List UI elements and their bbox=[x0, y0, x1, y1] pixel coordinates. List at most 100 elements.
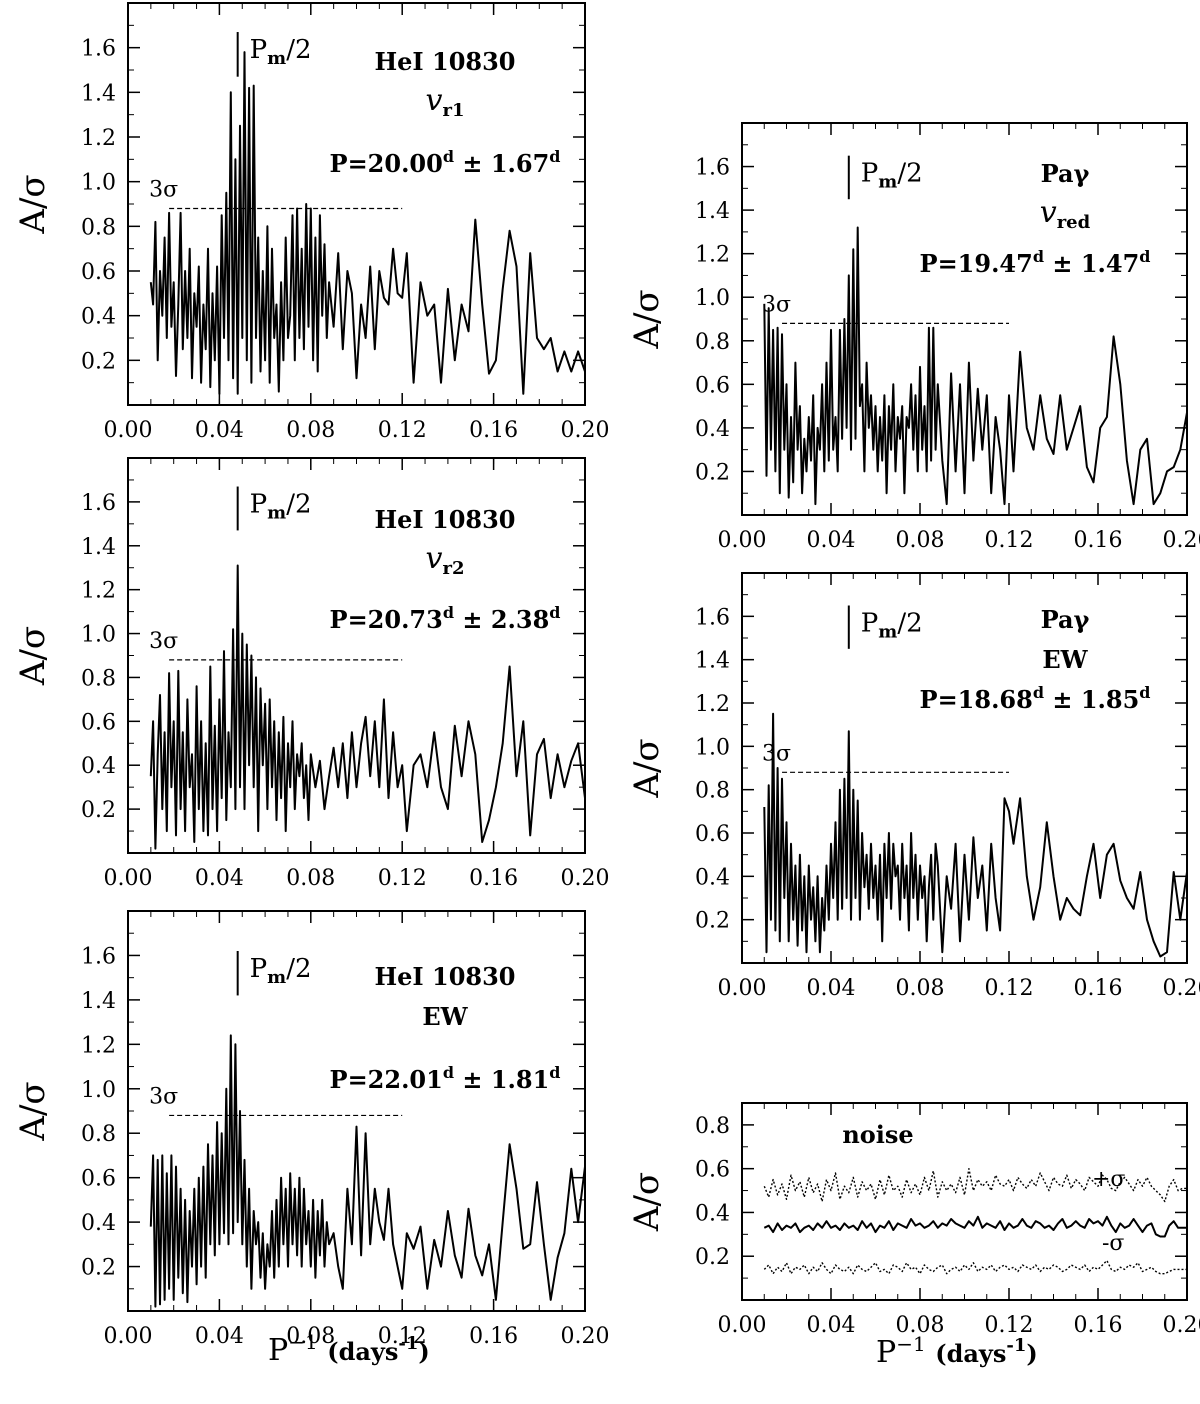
y-tick-label: 0.6 bbox=[695, 373, 730, 398]
panel-title: HeI 10830 bbox=[374, 962, 515, 991]
series-line-amplitude bbox=[149, 1034, 586, 1308]
period-annotation: P=20.73d ± 2.38d bbox=[330, 603, 561, 634]
x-tick-label: 0.08 bbox=[896, 1313, 945, 1338]
plus-sigma-label: +σ bbox=[1092, 1167, 1125, 1192]
period-annotation: P=20.00d ± 1.67d bbox=[330, 147, 561, 178]
panel-hei_vr2: 0.00 0.04 0.08 0.12 0.16 0.20 0.2 0.4 0.6 0.8 1.0 1… bbox=[13, 457, 610, 891]
pm-half-label: Pm/2 bbox=[250, 954, 312, 988]
y-tick-label: 0.6 bbox=[81, 710, 116, 735]
x-tick-label: 0.00 bbox=[718, 1313, 767, 1338]
y-tick-label: 1.6 bbox=[695, 156, 730, 181]
y-tick-label: 0.6 bbox=[81, 1167, 116, 1192]
y-axis-label: A/σ bbox=[627, 738, 667, 798]
panel-hei_vr1: 0.00 0.04 0.08 0.12 0.16 0.20 0.2 0.4 0.6 0.8 1.0 1… bbox=[13, 2, 610, 443]
y-axis-label: A/σ bbox=[13, 626, 53, 686]
panel-title: noise bbox=[842, 1120, 913, 1149]
x-tick-label: 0.04 bbox=[807, 528, 856, 553]
x-tick-label: 0.12 bbox=[378, 1324, 427, 1349]
x-tick-label: 0.12 bbox=[378, 866, 427, 891]
y-tick-label: 1.2 bbox=[695, 243, 730, 268]
y-tick-label: 1.0 bbox=[81, 171, 116, 196]
x-tick-label: 0.12 bbox=[985, 528, 1034, 553]
y-tick-label: 0.2 bbox=[81, 1256, 116, 1281]
x-tick-label: 0.04 bbox=[807, 976, 856, 1001]
y-tick-label: 0.8 bbox=[695, 1114, 730, 1139]
y-tick-label: 0.6 bbox=[81, 260, 116, 285]
y-tick-label: 1.4 bbox=[695, 649, 730, 674]
pm-half-label: Pm/2 bbox=[861, 159, 923, 193]
panel-hei_ew: 0.00 0.04 0.08 0.12 0.16 0.20 0.2 0.4 0.6 0.8 1.0 1… bbox=[13, 910, 610, 1349]
y-tick-label: 0.4 bbox=[81, 1211, 116, 1236]
x-axis-title-right: P−1 (days-1) bbox=[876, 1332, 1038, 1370]
panel-subtitle: vr2 bbox=[426, 541, 465, 579]
panel-subtitle: vred bbox=[1040, 195, 1091, 233]
series-line-sigma bbox=[763, 1167, 1187, 1203]
panel-title: HeI 10830 bbox=[374, 505, 515, 534]
period-annotation: P=19.47d ± 1.47d bbox=[920, 247, 1151, 278]
y-tick-label: 1.4 bbox=[81, 81, 116, 106]
y-tick-label: 0.2 bbox=[695, 909, 730, 934]
y-tick-label: 0.8 bbox=[695, 779, 730, 804]
minus-sigma-label: -σ bbox=[1102, 1231, 1124, 1256]
x-tick-label: 0.04 bbox=[195, 418, 244, 443]
x-tick-label: 0.20 bbox=[561, 418, 610, 443]
x-tick-label: 0.20 bbox=[1163, 528, 1200, 553]
x-tick-label: 0.20 bbox=[561, 866, 610, 891]
y-tick-label: 0.2 bbox=[81, 349, 116, 374]
x-tick-label: 0.16 bbox=[1074, 528, 1123, 553]
plot-frame bbox=[741, 122, 1188, 516]
x-tick-label: 0.08 bbox=[896, 976, 945, 1001]
x-tick-label: 0.00 bbox=[718, 528, 767, 553]
y-tick-label: 0.4 bbox=[695, 865, 730, 890]
x-tick-label: 0.04 bbox=[195, 1324, 244, 1349]
y-tick-label: 1.4 bbox=[81, 535, 116, 560]
x-tick-label: 0.04 bbox=[807, 1313, 856, 1338]
x-tick-label: 0.20 bbox=[561, 1324, 610, 1349]
panel-pag_vred: 0.00 0.04 0.08 0.12 0.16 0.20 0.2 0.4 0.6 0.8 1.0 1… bbox=[627, 122, 1200, 553]
y-tick-label: 0.8 bbox=[695, 330, 730, 355]
y-axis-label: A/σ bbox=[13, 1081, 53, 1141]
threshold-label: 3σ bbox=[149, 177, 178, 202]
pm-half-label: Pm/2 bbox=[250, 35, 312, 69]
series-line-amplitude bbox=[763, 712, 1188, 958]
panel-pag_ew: 0.00 0.04 0.08 0.12 0.16 0.20 0.2 0.4 0.6 0.8 1.0 1… bbox=[627, 572, 1200, 1001]
series-line-mean bbox=[763, 1215, 1187, 1238]
y-tick-label: 0.8 bbox=[81, 1122, 116, 1147]
y-tick-label: 1.2 bbox=[81, 126, 116, 151]
x-tick-label: 0.12 bbox=[378, 418, 427, 443]
y-tick-label: 0.6 bbox=[695, 1158, 730, 1183]
y-tick-label: 1.0 bbox=[695, 735, 730, 760]
panel-title: Paγ bbox=[1041, 605, 1090, 634]
pm-half-label: Pm/2 bbox=[250, 490, 312, 524]
y-tick-label: 0.4 bbox=[695, 417, 730, 442]
x-tick-label: 0.08 bbox=[286, 1324, 335, 1349]
y-tick-label: 1.4 bbox=[695, 199, 730, 224]
y-axis-label: A/σ bbox=[627, 289, 667, 349]
y-tick-label: 1.6 bbox=[81, 944, 116, 969]
x-tick-label: 0.16 bbox=[469, 866, 518, 891]
y-tick-label: 0.2 bbox=[695, 1245, 730, 1270]
y-tick-label: 0.8 bbox=[81, 666, 116, 691]
y-tick-label: 1.2 bbox=[695, 692, 730, 717]
period-annotation: P=22.01d ± 1.81d bbox=[330, 1063, 561, 1094]
y-tick-label: 0.2 bbox=[695, 460, 730, 485]
threshold-label: 3σ bbox=[149, 1084, 178, 1109]
y-tick-label: 1.6 bbox=[81, 37, 116, 62]
y-tick-label: 1.0 bbox=[695, 286, 730, 311]
series-line-amplitude bbox=[149, 51, 586, 395]
x-tick-label: 0.08 bbox=[286, 418, 335, 443]
x-axis-title-left: P−1 (days-1) bbox=[268, 1330, 430, 1368]
x-tick-label: 0.00 bbox=[104, 418, 153, 443]
y-tick-label: 0.8 bbox=[81, 215, 116, 240]
y-tick-label: 1.4 bbox=[81, 989, 116, 1014]
x-tick-label: 0.20 bbox=[1163, 976, 1200, 1001]
y-tick-label: 1.2 bbox=[81, 579, 116, 604]
plot-frame bbox=[127, 2, 586, 406]
panel-noise: 0.00 0.04 0.08 0.12 0.16 0.20 0.2 0.4 0.6 0.8 A/σ n… bbox=[627, 1102, 1200, 1338]
x-tick-label: 0.16 bbox=[469, 418, 518, 443]
panel-subtitle: vr1 bbox=[426, 83, 465, 121]
x-tick-label: 0.16 bbox=[1074, 1313, 1123, 1338]
x-tick-label: 0.00 bbox=[718, 976, 767, 1001]
threshold-label: 3σ bbox=[762, 292, 791, 317]
